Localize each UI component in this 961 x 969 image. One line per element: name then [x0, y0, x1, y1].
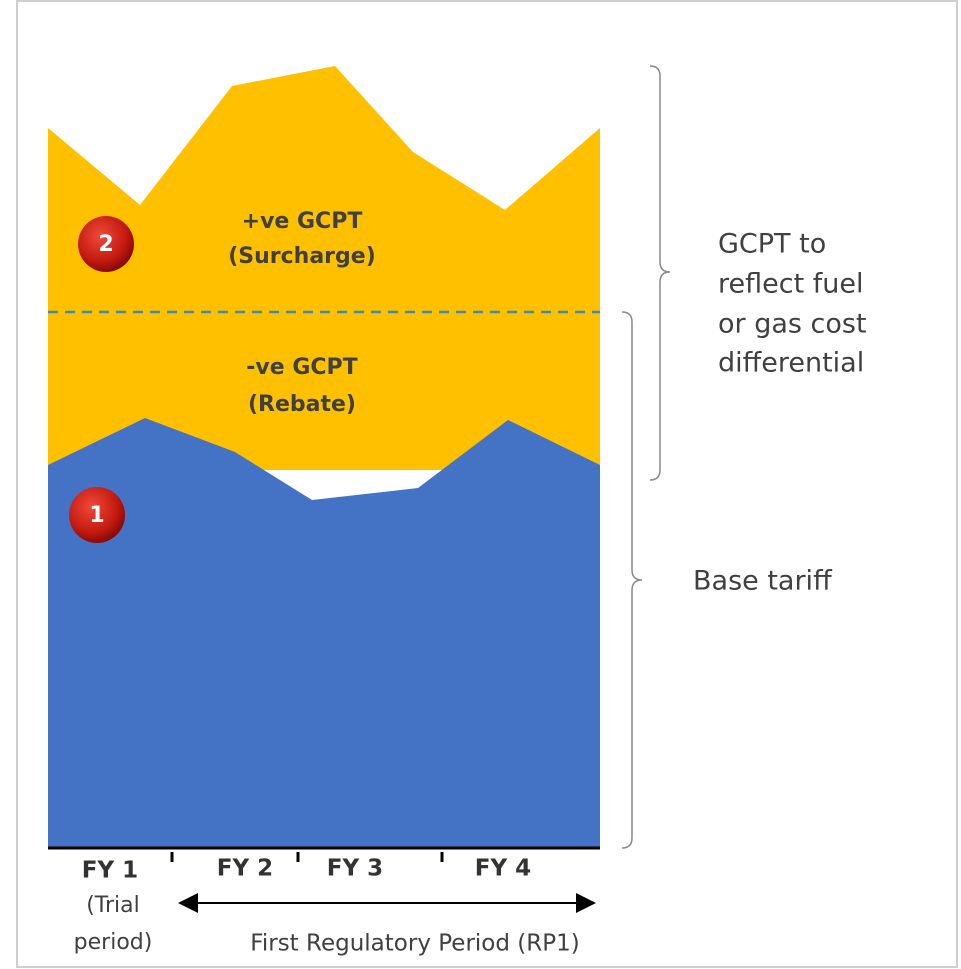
- base-note: Base tariff: [693, 566, 833, 597]
- marker-1: [69, 487, 125, 543]
- gcpt-bracket: [649, 65, 671, 481]
- period-label: FY 3: [327, 856, 383, 882]
- gcpt-note: reflect fuel: [718, 269, 863, 300]
- regulatory-period-label: First Regulatory Period (RP1): [250, 931, 579, 957]
- gcpt-note: differential: [718, 348, 864, 379]
- surcharge-subtitle: (Surcharge): [228, 244, 376, 269]
- surcharge-title: +ve GCPT: [242, 209, 363, 234]
- base-bracket: [621, 311, 643, 849]
- panel-border: [16, 0, 958, 968]
- gcpt-note: or gas cost: [718, 309, 867, 340]
- period-label: FY 4: [475, 856, 531, 882]
- base-area: [48, 418, 600, 848]
- period-label: FY 1: [82, 858, 138, 884]
- trial-label: period): [74, 930, 153, 955]
- marker-2-label: 2: [98, 232, 113, 257]
- gcpt-area: [48, 66, 600, 470]
- period-label: FY 2: [217, 856, 273, 882]
- marker-1-label: 1: [89, 503, 104, 528]
- rebate-title: -ve GCPT: [246, 355, 357, 380]
- marker-2: [78, 216, 134, 272]
- rebate-subtitle: (Rebate): [248, 392, 356, 417]
- trial-label: (Trial: [86, 893, 140, 918]
- period-ticks: [170, 852, 444, 862]
- gcpt-note: GCPT to: [718, 229, 826, 260]
